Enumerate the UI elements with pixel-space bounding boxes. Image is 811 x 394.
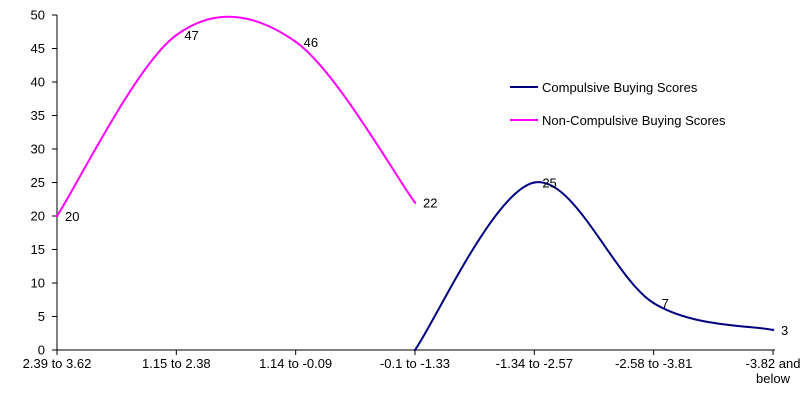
series-layer: [55, 15, 775, 352]
x-tick-label: -2.58 to -3.81: [615, 356, 692, 371]
y-tick-label: 50: [31, 8, 45, 23]
data-point: [55, 214, 59, 218]
y-tick-label: 20: [31, 209, 45, 224]
y-tick-label: 40: [31, 75, 45, 90]
x-tick-label: 2.39 to 3.62: [23, 356, 92, 371]
y-tick-label: 45: [31, 41, 45, 56]
x-tick-label: 1.15 to 2.38: [142, 356, 211, 371]
x-tick-label: 1.14 to -0.09: [259, 356, 332, 371]
y-tick-label: 35: [31, 108, 45, 123]
y-tick-label: 0: [38, 343, 45, 358]
data-point: [533, 181, 536, 184]
data-point: [413, 348, 417, 352]
data-point: [294, 40, 297, 43]
x-axis: 2.39 to 3.62 1.15 to 2.38 1.14 to -0.09 -0.…: [23, 349, 801, 386]
data-point: [413, 201, 417, 204]
data-label: 3: [781, 323, 788, 338]
y-tick-label: 5: [38, 309, 45, 324]
data-label: 20: [65, 209, 79, 224]
series-line-1: [56, 15, 416, 217]
data-labels: 25 7 3 20 47 46 22: [65, 28, 788, 338]
y-tick-label: 25: [31, 175, 45, 190]
data-label: 47: [184, 28, 198, 43]
data-label: 46: [304, 35, 318, 50]
legend: Compulsive Buying Scores Non-Compulsive B…: [510, 80, 726, 128]
data-point: [175, 33, 178, 37]
y-tick-label: 10: [31, 276, 45, 291]
data-point: [652, 301, 655, 305]
data-label: 22: [423, 196, 437, 211]
y-tick-label: 15: [31, 242, 45, 257]
y-axis: 0 5 10 15 20 25 30 35 40 45 50: [31, 8, 58, 358]
series-line-0: [414, 181, 774, 351]
data-point: [771, 328, 775, 332]
data-label: 7: [662, 296, 669, 311]
x-tick-label: -1.34 to -2.57: [496, 356, 573, 371]
legend-label: Non-Compulsive Buying Scores: [542, 113, 726, 128]
y-tick-label: 30: [31, 142, 45, 157]
legend-label: Compulsive Buying Scores: [542, 80, 698, 95]
x-tick-label: -3.82 and below: [746, 356, 801, 386]
x-tick-label: -0.1 to -1.33: [380, 356, 450, 371]
data-label: 25: [542, 176, 556, 191]
